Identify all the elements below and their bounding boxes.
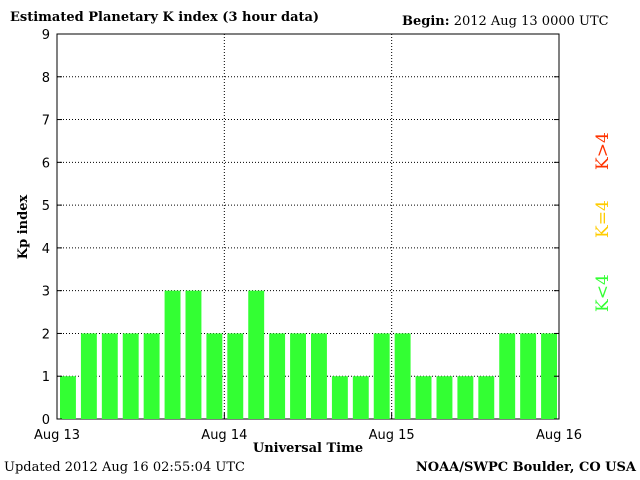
y-tick-label: 4 xyxy=(42,242,50,257)
updated-value: 2012 Aug 16 02:55:04 UTC xyxy=(64,460,245,475)
kp-bar xyxy=(478,376,495,419)
x-tick-label: Aug 14 xyxy=(201,428,247,443)
kp-bar xyxy=(143,333,160,419)
updated-label: Updated xyxy=(4,460,61,475)
y-tick-label: 1 xyxy=(42,370,50,385)
y-axis-label: Kp index xyxy=(16,195,31,260)
x-tick-label: Aug 15 xyxy=(369,428,415,443)
x-axis-label: Universal Time xyxy=(253,441,363,456)
x-tick-label: Aug 13 xyxy=(34,428,80,443)
y-tick-label: 2 xyxy=(42,327,50,342)
legend-k-equal-4: K=4 xyxy=(593,200,613,238)
kp-bar xyxy=(541,333,557,419)
y-tick-label: 0 xyxy=(42,413,50,428)
kp-bar xyxy=(248,290,265,419)
kp-bar xyxy=(122,333,139,419)
plot-frame xyxy=(56,33,560,420)
kp-bar xyxy=(436,376,453,419)
y-ticks: 0 1 2 3 4 5 6 7 8 9 xyxy=(42,28,559,428)
grid xyxy=(57,33,559,419)
kp-bar xyxy=(311,333,327,419)
kp-legend: K<4 K=4 K>4 xyxy=(593,132,613,312)
credit: NOAA/SWPC Boulder, CO USA xyxy=(415,460,636,475)
legend-k-greater-4: K>4 xyxy=(593,132,613,170)
x-tick-label: Aug 16 xyxy=(536,428,582,443)
chart-title: Estimated Planetary K index (3 hour data… xyxy=(10,10,320,25)
kp-bar xyxy=(206,333,223,419)
kp-bar xyxy=(394,333,411,419)
kp-bar xyxy=(520,333,537,419)
kp-bar xyxy=(352,376,369,419)
y-tick-label: 9 xyxy=(42,28,50,43)
kp-bar xyxy=(415,376,432,419)
bars xyxy=(60,290,557,419)
kp-bar xyxy=(80,333,97,419)
kp-bar xyxy=(373,333,390,419)
kp-bar xyxy=(60,376,76,419)
kp-bar xyxy=(185,290,202,419)
legend-k-less-4: K<4 xyxy=(593,274,613,312)
updated-info: Updated 2012 Aug 16 02:55:04 UTC xyxy=(4,460,245,475)
begin-info: Begin: 2012 Aug 13 0000 UTC xyxy=(402,14,609,29)
x-ticks: Aug 13 Aug 14 Aug 15 Aug 16 xyxy=(34,413,582,443)
y-tick-label: 6 xyxy=(42,156,50,171)
y-tick-label: 5 xyxy=(42,199,50,214)
y-tick-label: 3 xyxy=(42,285,50,300)
begin-label: Begin: xyxy=(402,14,450,29)
kp-bar xyxy=(164,290,181,419)
begin-value: 2012 Aug 13 0000 UTC xyxy=(453,14,609,29)
kp-bar xyxy=(457,376,474,419)
kp-bar xyxy=(499,333,516,419)
y-tick-label: 8 xyxy=(42,71,50,86)
kp-bar xyxy=(227,333,244,419)
kp-bar xyxy=(269,333,286,419)
kp-bar xyxy=(290,333,306,419)
kp-bar xyxy=(331,376,348,419)
y-tick-label: 7 xyxy=(42,114,50,129)
kp-bar xyxy=(101,333,118,419)
